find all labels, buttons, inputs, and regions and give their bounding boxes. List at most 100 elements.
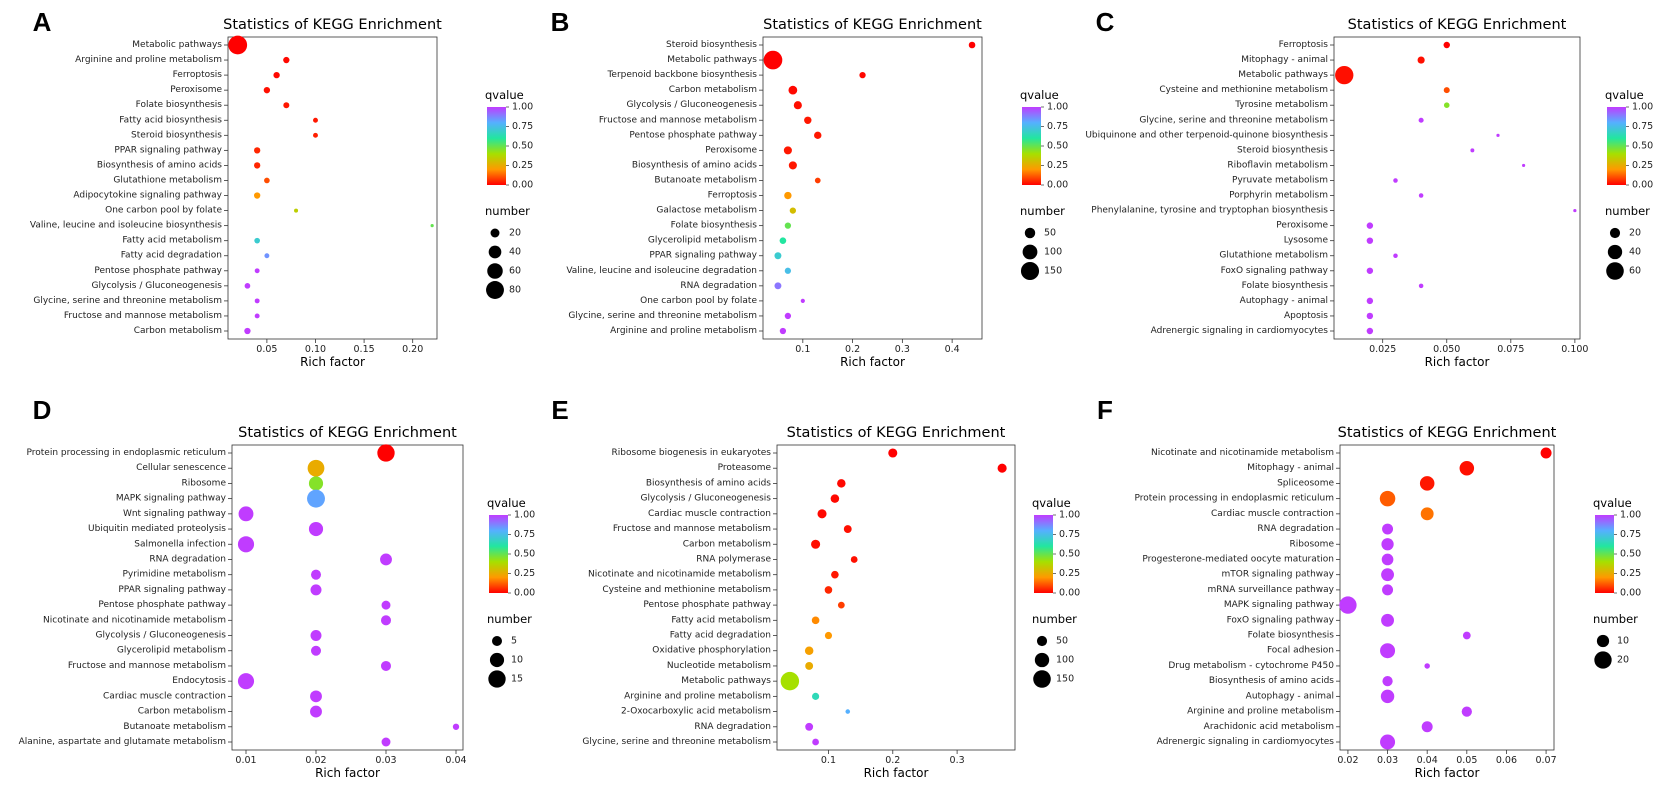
colorbar-tick-label: 1.00	[1632, 102, 1653, 113]
y-tick-label: Ribosome	[1290, 539, 1335, 549]
data-point	[1522, 163, 1526, 168]
size-legend-label: 10	[511, 655, 523, 666]
y-tick-label: Glycolysis / Gluconeogenesis	[92, 281, 223, 291]
x-tick-label: 0.2	[845, 344, 860, 355]
colorbar-tick-label: 0.25	[1047, 160, 1068, 171]
colorbar-tick-label: 0.25	[1620, 568, 1641, 579]
data-point	[380, 660, 392, 671]
y-tick-label: Ribosome biogenesis in eukaryotes	[612, 448, 772, 458]
panel-e: E Statistics of KEGG Enrichment Ribosome b…	[551, 395, 1080, 780]
data-point	[381, 600, 391, 610]
data-point	[830, 494, 840, 503]
y-tick-label: Peroxisome	[705, 145, 757, 155]
x-axis-label: Rich factor	[840, 355, 905, 369]
colorbar-tick-label: 0.75	[1047, 121, 1068, 132]
size-legend-dot	[1607, 244, 1623, 260]
panel-letter: C	[1096, 7, 1115, 37]
x-tick-label: 0.20	[402, 344, 423, 355]
data-point	[1470, 148, 1475, 153]
y-tick-label: Folate biosynthesis	[136, 100, 223, 110]
qvalue-colorbar	[1034, 515, 1053, 593]
y-tick-label: RNA degradation	[680, 281, 757, 291]
data-point	[1421, 721, 1433, 733]
y-tick-label: Steroid biosynthesis	[1237, 145, 1328, 155]
x-tick-label: 0.02	[1337, 755, 1358, 766]
y-tick-label: Glycerolipid metabolism	[117, 646, 226, 656]
y-tick-label: Protein processing in endoplasmic reticu…	[1135, 494, 1335, 504]
y-tick-label: Mitophagy - animal	[1241, 55, 1328, 65]
y-tick-label: Carbon metabolism	[683, 539, 771, 549]
x-tick-label: 0.050	[1433, 344, 1460, 355]
size-legend-dot	[1606, 262, 1624, 280]
data-point	[310, 705, 322, 718]
data-point	[789, 207, 797, 214]
colorbar-tick-label: 0.25	[514, 568, 535, 579]
data-point	[1418, 117, 1424, 123]
y-tick-label: RNA degradation	[149, 554, 226, 564]
data-point	[1496, 133, 1500, 137]
y-tick-label: Ferroptosis	[708, 191, 758, 201]
y-tick-label: Pentose phosphate pathway	[643, 600, 771, 610]
data-point	[824, 631, 833, 640]
data-point	[1381, 553, 1394, 566]
panel-letter: A	[33, 7, 52, 37]
x-tick-label: 0.07	[1535, 755, 1556, 766]
data-point	[1380, 689, 1395, 704]
y-tick-label: RNA degradation	[1257, 524, 1334, 534]
data-point	[888, 448, 898, 458]
y-tick-label: Glycine, serine and threonine metabolism	[582, 737, 771, 747]
y-tick-label: Metabolic pathways	[667, 55, 757, 65]
y-tick-label: Wnt signaling pathway	[123, 509, 227, 519]
colorbar-tick-label: 0.75	[514, 529, 535, 540]
panel-letter: E	[551, 395, 568, 425]
y-tick-label: Riboflavin metabolism	[1227, 160, 1328, 170]
y-tick-label: Adrenergic signaling in cardiomyocytes	[1157, 737, 1335, 747]
y-tick-label: Endocytosis	[172, 676, 226, 686]
y-tick-label: Glycine, serine and threonine metabolism	[33, 296, 222, 306]
y-tick-label: Drug metabolism - cytochrome P450	[1168, 661, 1334, 671]
data-point	[804, 646, 814, 655]
data-point	[1381, 568, 1394, 582]
data-point	[253, 147, 261, 154]
data-point	[1540, 447, 1552, 459]
data-point	[430, 224, 434, 228]
size-legend-label: 100	[1056, 655, 1074, 666]
y-tick-label: Glutathione metabolism	[113, 175, 222, 185]
data-point	[812, 692, 820, 700]
colorbar-tick-label: 1.00	[514, 510, 535, 521]
y-tick-label: Salmonella infection	[134, 539, 226, 549]
y-tick-label: PPAR signaling pathway	[114, 145, 222, 155]
y-tick-label: Ferroptosis	[1279, 40, 1329, 50]
x-tick-label: 0.1	[821, 755, 836, 766]
y-tick-label: Folate biosynthesis	[1242, 281, 1329, 291]
data-point	[237, 673, 255, 690]
data-point	[307, 459, 325, 477]
y-tick-label: Fatty acid degradation	[670, 631, 771, 641]
x-tick-label: 0.2	[885, 755, 900, 766]
colorbar-tick-label: 0.75	[1059, 529, 1080, 540]
colorbar-tick-label: 0.50	[1059, 549, 1080, 560]
x-axis-label: Rich factor	[1425, 355, 1490, 369]
y-tick-label: Arachidonic acid metabolism	[1204, 722, 1334, 732]
data-point	[784, 191, 792, 200]
size-legend-dot	[1596, 634, 1610, 648]
y-tick-label: Butanoate metabolism	[123, 722, 226, 732]
colorbar-tick-label: 0.25	[1059, 568, 1080, 579]
y-tick-label: Progesterone-mediated oocyte maturation	[1142, 554, 1334, 564]
y-tick-label: Terpenoid backbone biosynthesis	[606, 70, 757, 80]
data-point	[1379, 490, 1396, 507]
y-tick-label: Tyrosine metabolism	[1234, 100, 1328, 110]
number-legend-title: number	[1020, 204, 1065, 218]
y-tick-label: Cysteine and methionine metabolism	[1159, 85, 1328, 95]
size-legend-label: 50	[1044, 228, 1056, 239]
data-point	[310, 569, 322, 580]
y-tick-label: Proteasome	[718, 463, 772, 473]
x-axis-label: Rich factor	[1415, 766, 1480, 780]
data-point	[805, 662, 814, 670]
x-tick-label: 0.05	[1456, 755, 1477, 766]
data-point	[1393, 178, 1398, 183]
y-tick-label: Spliceosome	[1277, 478, 1334, 488]
data-point	[1393, 253, 1398, 259]
data-point	[1380, 643, 1396, 659]
data-point	[788, 161, 797, 170]
